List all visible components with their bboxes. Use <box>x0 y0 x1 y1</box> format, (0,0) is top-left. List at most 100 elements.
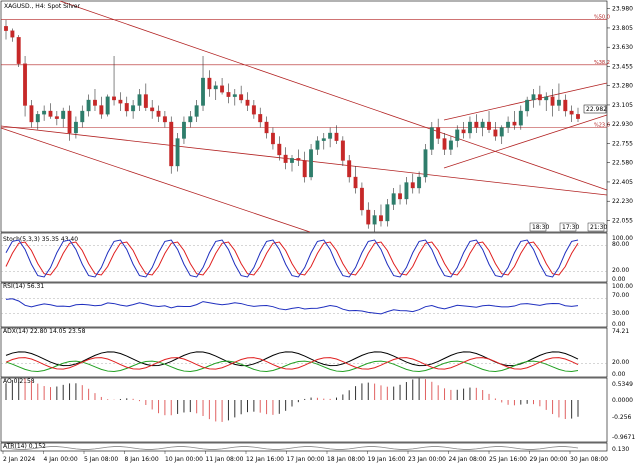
candle-body <box>80 110 85 123</box>
price-axis: 23.980 23.805 23.630 23.455 23.280 23.105 22.9… <box>607 6 633 224</box>
candle-body <box>270 132 275 145</box>
candle-body <box>321 138 326 141</box>
atr-tick-label: 0.130 <box>612 446 629 453</box>
candle-body <box>512 121 517 126</box>
candle-body <box>315 140 320 150</box>
candle-body <box>23 63 28 106</box>
candle-body <box>162 116 167 123</box>
candle-body <box>61 110 66 119</box>
candle-body <box>67 110 72 134</box>
candle-body <box>468 121 472 134</box>
candle-body <box>531 94 536 101</box>
candle-body <box>359 187 364 211</box>
ao-tick-label: -0.9671 <box>612 434 635 441</box>
price-tick-label: 22.580 <box>612 160 633 167</box>
candle-body <box>207 77 212 90</box>
atr-pane[interactable]: ATR(14) 0.152 <box>3 443 579 450</box>
indicator-axes: 100.0080.0020.000.00100.0070.0030.000.00… <box>612 235 635 453</box>
time-tick-label: 23 Jan 00:00 <box>408 456 446 463</box>
candle-body <box>156 110 161 117</box>
candle-body <box>201 77 205 106</box>
trend-line[interactable] <box>0 127 311 233</box>
stoch-tick-label: 0.00 <box>612 276 626 283</box>
fib-label: %38.2 <box>594 60 610 66</box>
candle-body <box>169 121 174 167</box>
candle-body <box>544 96 549 101</box>
candle-body <box>16 37 21 64</box>
candle-body <box>487 121 491 130</box>
candle-body <box>474 121 479 128</box>
fibonacci-levels[interactable]: %50.0 %38.2 %23.6 <box>1 15 610 129</box>
trend-channel-lines[interactable] <box>0 0 608 233</box>
price-pane-frame <box>0 0 608 233</box>
time-markers: 18:30 17:30 21:30 <box>529 222 607 232</box>
chart-title: XAGUSD., H4: Spot Silver <box>4 3 80 10</box>
candle-body <box>569 110 574 115</box>
candle-body <box>347 160 352 178</box>
candle-body <box>398 193 402 200</box>
candle-body <box>150 107 155 112</box>
candle-body <box>143 94 148 108</box>
candle-body <box>4 26 8 31</box>
candle-body <box>525 99 530 112</box>
stoch-signal-line <box>5 241 579 276</box>
stochastic-pane[interactable]: Stoch(5,3,3) 35.35 43.40 <box>1 236 607 278</box>
candle-body <box>353 176 358 189</box>
candle-body <box>239 94 244 101</box>
candle-body <box>226 92 231 97</box>
time-tick-label: 12 Jan 16:00 <box>246 456 284 463</box>
candle-body <box>506 121 511 128</box>
time-tick-label: 4 Jan 00:00 <box>44 456 78 463</box>
fib-label: %23.6 <box>594 123 610 129</box>
candle-body <box>188 116 193 123</box>
stoch-label: Stoch(5,3,3) 35.35 43.40 <box>3 236 78 243</box>
time-tick-label: 2 Jan 2024 <box>3 456 35 463</box>
rsi-tick-label: 100.00 <box>612 283 633 290</box>
adx-pane[interactable]: ADX(14) 22.80 14.05 23.58 <box>1 328 607 372</box>
price-tick-label: 23.980 <box>612 6 633 13</box>
time-tick-label: 11 Jan 08:00 <box>206 456 244 463</box>
candle-body <box>372 215 377 225</box>
candle-body <box>340 140 345 161</box>
time-tick-label: 17 Jan 00:00 <box>287 456 325 463</box>
candle-body <box>309 149 314 178</box>
time-marker-1: 18:30 <box>532 224 549 231</box>
candle-body <box>436 127 441 139</box>
stoch-tick-label: 100.00 <box>612 235 633 242</box>
time-tick-label: 24 Jan 08:00 <box>449 456 487 463</box>
ao-tick-label: 0.5349 <box>612 381 633 388</box>
time-axis: 2 Jan 2024 4 Jan 00:00 5 Jan 08:00 8 Jan 16… <box>2 451 608 463</box>
time-tick-label: 29 Jan 00:00 <box>530 456 568 463</box>
rsi-tick-label: 30.00 <box>612 310 629 317</box>
stoch-main-line <box>5 239 579 278</box>
candle-body <box>48 110 53 117</box>
candle-body <box>29 105 34 123</box>
candle-body <box>131 105 136 112</box>
candle-body <box>175 138 180 167</box>
candle-body <box>556 99 561 106</box>
candle-body <box>296 158 301 161</box>
pane-frames <box>0 0 608 452</box>
time-marker-2: 17:30 <box>562 224 579 231</box>
rsi-label: RSI(14) 56.31 <box>3 283 44 290</box>
candle-body <box>448 140 453 150</box>
candle-body <box>493 129 498 137</box>
price-tick-label: 23.280 <box>612 83 633 90</box>
trend-line[interactable] <box>443 114 608 169</box>
time-tick-label: 19 Jan 16:00 <box>368 456 406 463</box>
rsi-pane[interactable]: RSI(14) 56.31 <box>1 283 607 315</box>
candle-body <box>194 105 199 117</box>
ao-pane[interactable]: AO 0.2158 <box>3 378 579 422</box>
price-tick-label: 22.755 <box>612 140 633 147</box>
candle-body <box>182 121 186 139</box>
candle-body <box>417 176 422 189</box>
candle-body <box>302 160 307 178</box>
current-price-tag <box>583 104 607 114</box>
time-tick-label: 18 Jan 08:00 <box>327 456 365 463</box>
adx-tick-label: 0.00 <box>612 371 626 378</box>
candle-body <box>455 129 460 141</box>
trend-line[interactable] <box>59 0 608 191</box>
candle-body <box>366 209 371 225</box>
candle-body <box>537 94 542 101</box>
